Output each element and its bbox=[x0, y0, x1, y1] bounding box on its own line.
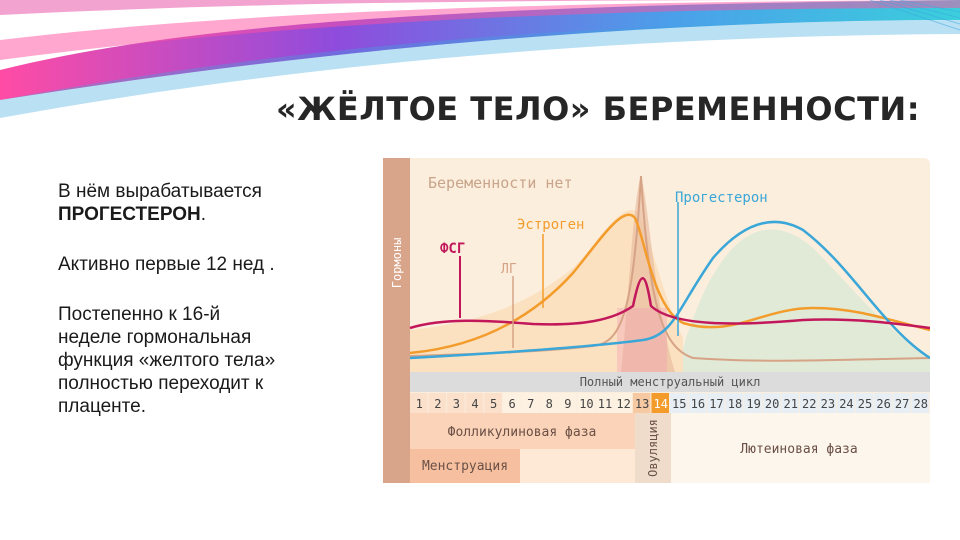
placenta-line: неделе гормональная bbox=[58, 327, 252, 348]
day-cell bbox=[800, 393, 818, 413]
day-number: 9 bbox=[564, 397, 571, 411]
day-cell bbox=[595, 393, 614, 413]
placenta-line: плаценте. bbox=[58, 396, 147, 417]
estrogen-label: Эстроген bbox=[517, 217, 584, 233]
cycle-label: Полный менструальный цикл bbox=[580, 375, 761, 389]
day-cell bbox=[855, 393, 874, 413]
day-number: 1 bbox=[416, 397, 423, 411]
day-number: 6 bbox=[509, 397, 516, 411]
day-cell bbox=[781, 393, 799, 413]
day-number: 26 bbox=[876, 397, 890, 411]
day-number: 5 bbox=[490, 397, 497, 411]
day-cell bbox=[874, 393, 892, 413]
luteal-phase-bar bbox=[671, 413, 930, 483]
paragraph-1-end: . bbox=[200, 204, 207, 225]
day-number: 23 bbox=[821, 397, 835, 411]
day-cell bbox=[688, 393, 707, 413]
paragraph-progesterone: В нём вырабатывается ПРОГЕСТЕРОН. bbox=[58, 180, 358, 226]
day-cell bbox=[558, 393, 577, 413]
day-number: 16 bbox=[691, 397, 705, 411]
day-cell bbox=[632, 393, 651, 413]
follicular-phase-label: Фолликулиновая фаза bbox=[448, 425, 597, 440]
estrogen-curve bbox=[409, 213, 931, 355]
day-cell bbox=[521, 393, 539, 413]
hormone-cycle-graphic: Гормоны Беременности нет ФСГ ЛГ Эстроген… bbox=[383, 158, 931, 483]
cycle-bar bbox=[410, 372, 930, 392]
day-cell bbox=[465, 393, 484, 413]
day-cell bbox=[614, 393, 632, 413]
day-number: 19 bbox=[746, 397, 760, 411]
estrogen-area bbox=[410, 210, 683, 372]
follicular-phase-bar bbox=[410, 413, 635, 449]
day-number: 7 bbox=[527, 397, 534, 411]
day-row: 1 2 3 4 5 6 7 8 9 10 11 12 13 14 15 16 17 18 19 20 21 22 23 24 2… bbox=[410, 393, 929, 413]
pre-ovulation-bar bbox=[520, 449, 635, 483]
day-cell bbox=[892, 393, 911, 413]
progesterone-highlight: ПРОГЕСТЕРОН bbox=[58, 204, 201, 225]
day-cell bbox=[762, 393, 781, 413]
day-number: 24 bbox=[839, 397, 853, 411]
luteal-phase-label: Лютеиновая фаза bbox=[740, 442, 857, 457]
day-cell bbox=[447, 393, 465, 413]
paragraph-1-line: В нём вырабатывается bbox=[58, 181, 262, 202]
day-number: 27 bbox=[895, 397, 909, 411]
day-cell bbox=[670, 393, 688, 413]
day-number: 28 bbox=[913, 397, 927, 411]
day-cell bbox=[744, 393, 762, 413]
no-pregnancy-label: Беременности нет bbox=[428, 174, 573, 192]
paragraph-activity: Активно первые 12 нед . bbox=[58, 254, 275, 275]
day-cell bbox=[410, 393, 428, 413]
day-cell bbox=[837, 393, 855, 413]
day-number: 20 bbox=[765, 397, 779, 411]
decorative-corner-lines bbox=[0, 0, 960, 118]
day-number: 18 bbox=[728, 397, 742, 411]
day-number: 2 bbox=[434, 397, 441, 411]
day-cell bbox=[484, 393, 502, 413]
day-cell bbox=[577, 393, 595, 413]
day-number: 11 bbox=[598, 397, 612, 411]
day-number: 21 bbox=[783, 397, 797, 411]
day-number: 12 bbox=[616, 397, 630, 411]
fsh-label: ФСГ bbox=[440, 241, 465, 257]
y-axis-strip bbox=[383, 158, 410, 483]
hormone-cycle-figure: Гормоны Беременности нет ФСГ ЛГ Эстроген… bbox=[383, 158, 931, 483]
day-cell bbox=[651, 393, 669, 413]
day-number: 22 bbox=[802, 397, 816, 411]
day-cell bbox=[540, 393, 558, 413]
lh-label: ЛГ bbox=[501, 262, 517, 277]
y-axis-label: Гормоны bbox=[390, 238, 404, 289]
placenta-line: полностью переходит к bbox=[58, 373, 264, 394]
day-cell bbox=[818, 393, 837, 413]
progesterone-label: Прогестерон bbox=[675, 190, 768, 206]
ovulation-bar bbox=[635, 413, 671, 483]
placenta-line: Постепенно к 16-й bbox=[58, 304, 221, 325]
day-number: 17 bbox=[709, 397, 723, 411]
ovulation-label: Овуляция bbox=[646, 419, 660, 477]
day-number: 8 bbox=[546, 397, 553, 411]
day-cell bbox=[707, 393, 725, 413]
day-cell bbox=[911, 393, 929, 413]
day-number: 14 bbox=[653, 397, 667, 411]
progesterone-area bbox=[683, 229, 930, 372]
slide-body: В нём вырабатывается ПРОГЕСТЕРОН. Активн… bbox=[58, 180, 358, 445]
day-number: 15 bbox=[672, 397, 686, 411]
fsh-curve bbox=[409, 277, 931, 330]
slide-title: «ЖЁЛТОЕ ТЕЛО» БЕРЕМЕННОСТИ: bbox=[275, 90, 920, 128]
progesterone-curve bbox=[409, 220, 931, 360]
menstruation-bar bbox=[410, 449, 520, 483]
day-number: 10 bbox=[579, 397, 593, 411]
placenta-line: функция «желтого тела» bbox=[58, 350, 276, 371]
day-cell bbox=[428, 393, 447, 413]
day-number: 25 bbox=[858, 397, 872, 411]
day-number: 13 bbox=[635, 397, 649, 411]
menstruation-label: Менструация bbox=[422, 459, 508, 474]
day-cell bbox=[502, 393, 521, 413]
day-number: 4 bbox=[471, 397, 478, 411]
paragraph-placenta: Постепенно к 16-й неделе гормональная фу… bbox=[58, 303, 358, 418]
day-cell bbox=[725, 393, 744, 413]
day-number: 3 bbox=[453, 397, 460, 411]
